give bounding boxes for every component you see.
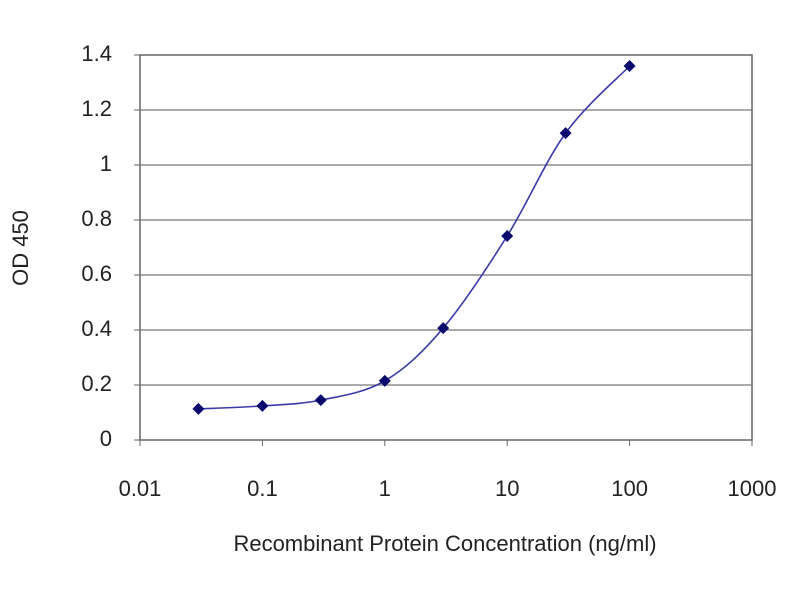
x-tick-label: 1 (379, 476, 391, 501)
marker (501, 229, 514, 242)
curve (198, 65, 631, 410)
y-tick-label: 1.2 (81, 96, 112, 121)
y-tick-label: 0.6 (81, 261, 112, 286)
y-tick-label: 1.4 (81, 41, 112, 66)
y-tick-label: 0 (100, 426, 112, 451)
y-tick-label: 0.2 (81, 371, 112, 396)
y-tick-label: 0.8 (81, 206, 112, 231)
y-tick-label: 1 (100, 151, 112, 176)
marker (314, 394, 327, 407)
y-axis-label: OD 450 (8, 210, 33, 286)
x-tick-label: 1000 (728, 476, 777, 501)
marker (256, 399, 269, 412)
x-tick-label: 0.01 (119, 476, 162, 501)
plot-frame (139, 54, 753, 441)
marker (378, 374, 391, 387)
x-tick-label: 100 (611, 476, 648, 501)
marker (559, 127, 572, 140)
marker (192, 402, 205, 415)
marker (437, 322, 450, 335)
y-tick-label: 0.4 (81, 316, 112, 341)
marker (623, 60, 636, 72)
x-axis-label: Recombinant Protein Concentration (ng/ml… (233, 531, 656, 556)
x-tick-label: 10 (495, 476, 519, 501)
x-tick-label: 0.1 (247, 476, 278, 501)
